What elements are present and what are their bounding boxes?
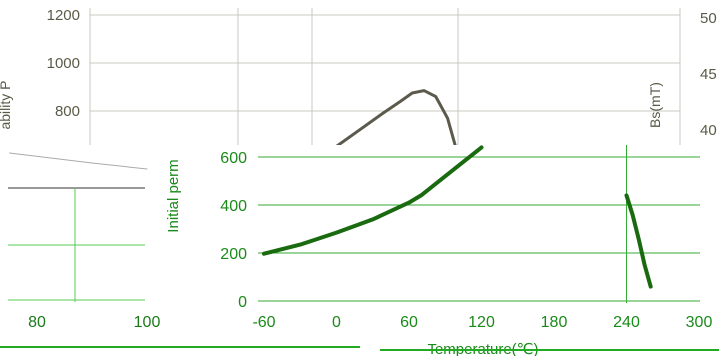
main-y-tick-label: 400 — [220, 198, 247, 215]
left-panel-x-tick-label: 80 — [28, 314, 46, 331]
main-x-tick-label: 0 — [332, 314, 341, 331]
bg-y2-axis-label: Bs(mT) — [647, 82, 663, 128]
left-panel-x-tick-label: 100 — [134, 314, 161, 331]
main-x-tick-label: 180 — [541, 314, 568, 331]
main-x-tick-label: 120 — [468, 314, 495, 331]
left-panel-background — [0, 145, 160, 356]
bg-y-tick-label: 1200 — [47, 7, 80, 24]
main-curve-falling — [624, 193, 653, 289]
bg-y-tick-label: 800 — [55, 103, 80, 120]
main-panel-background — [170, 145, 719, 356]
main-y-tick-label: 200 — [220, 246, 247, 263]
bg-curve — [310, 89, 459, 166]
left-panel-curve — [9, 152, 148, 170]
main-curve-rising — [262, 145, 484, 256]
bg-y2-tick-label: 50 — [700, 10, 717, 27]
main-y-axis-label: Initial perm — [165, 159, 182, 232]
main-x-tick-label: 240 — [613, 314, 640, 331]
bg-y2-tick-label: 45 — [700, 66, 717, 83]
bg-y2-tick-label: 40 — [700, 122, 717, 139]
bg-y-axis-label: ability P — [0, 80, 13, 129]
main-x-tick-label: 60 — [400, 314, 418, 331]
main-x-tick-label: 300 — [686, 314, 713, 331]
main-x-axis-label: Temperature(℃) — [427, 341, 538, 356]
bg-y-tick-label: 1000 — [47, 55, 80, 72]
main-y-tick-label: 600 — [220, 150, 247, 167]
main-x-tick-label: -60 — [252, 314, 275, 331]
main-y-tick-label: 0 — [238, 294, 247, 311]
